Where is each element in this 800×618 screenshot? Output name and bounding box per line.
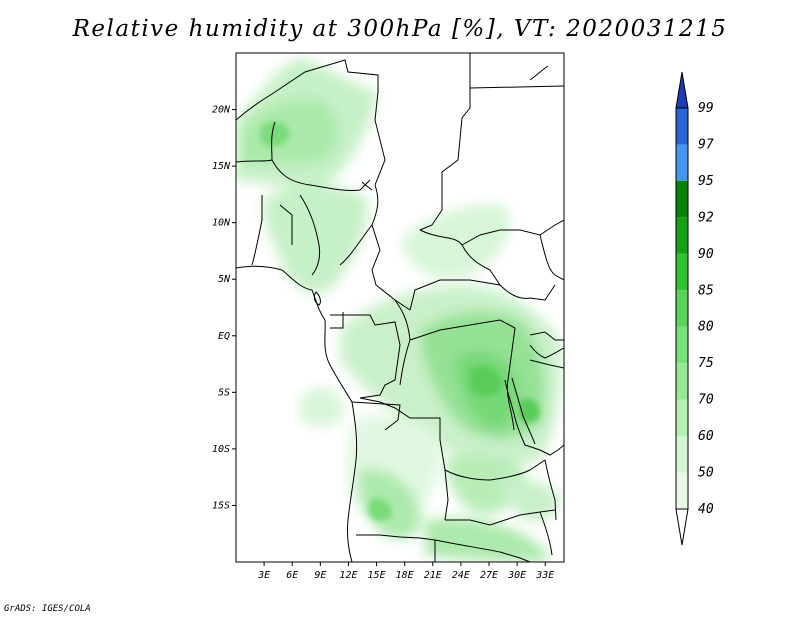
colorbar-level-label: 70 [698, 393, 714, 408]
lat-tick-label: 15N [212, 161, 231, 172]
lon-tick-label: 21E [424, 570, 442, 581]
colorbar-level-label: 90 [698, 247, 714, 262]
lon-tick-label: 18E [396, 570, 414, 581]
lat-tick-label: 5S [218, 387, 230, 398]
colorbar-segment [676, 290, 688, 327]
colorbar-level-label: 60 [698, 429, 714, 444]
colorbar-segment [676, 399, 688, 437]
lat-tick-label: EQ [218, 331, 230, 342]
colorbar-segment [676, 363, 688, 400]
lat-tick-label: 5N [218, 274, 231, 285]
lon-tick-label: 6E [286, 570, 298, 581]
lat-tick-label: 15S [212, 500, 230, 511]
colorbar-segment [676, 253, 688, 291]
colorbar-level-label: 80 [698, 320, 714, 335]
colorbar-over-triangle [675, 71, 689, 109]
lat-tick-label: 10N [212, 218, 231, 229]
colorbar-segment [676, 108, 688, 145]
colorbar-level-label: 40 [698, 502, 714, 517]
humidity-field [236, 58, 561, 562]
map-frame [235, 52, 565, 563]
colorbar-level-label: 97 [698, 137, 714, 152]
longitude-axis: 3E 6E 9E 12E 15E 18E 21E 24E 27E 30E 33E [257, 562, 554, 581]
lon-tick-label: 12E [339, 570, 357, 581]
colorbar-level-label: 95 [698, 174, 714, 189]
lon-tick-label: 9E [314, 570, 326, 581]
lon-tick-label: 33E [535, 570, 554, 581]
grads-credit: GrADS: IGES/COLA [4, 604, 91, 614]
lon-tick-label: 15E [368, 570, 386, 581]
colorbar-segment [676, 436, 688, 473]
colorbar-level-label: 50 [698, 466, 714, 481]
colorbar-segment [676, 217, 688, 254]
lon-tick-label: 30E [507, 570, 526, 581]
colorbar-segment [676, 144, 688, 181]
colorbar: 40 50 60 70 75 80 85 90 92 95 97 99 [675, 71, 714, 546]
lon-tick-label: 27E [480, 570, 498, 581]
colorbar-segment [676, 326, 688, 364]
country-borders [236, 53, 564, 562]
colorbar-level-label: 99 [698, 101, 714, 116]
colorbar-level-label: 92 [698, 210, 714, 225]
colorbar-segment [676, 472, 688, 509]
colorbar-under-triangle [675, 508, 689, 546]
lon-tick-label: 3E [257, 570, 270, 581]
lat-tick-label: 20N [212, 105, 231, 116]
colorbar-level-label: 75 [698, 356, 714, 371]
chart-title: Relative humidity at 300hPa [%], VT: 202… [72, 16, 728, 42]
lon-tick-label: 24E [452, 570, 470, 581]
lat-tick-label: 10S [212, 444, 230, 455]
colorbar-level-label: 85 [698, 283, 714, 298]
colorbar-segment [676, 180, 688, 218]
latitude-axis: 20N 15N 10N 5N EQ 5S 10S 15S [212, 105, 236, 511]
